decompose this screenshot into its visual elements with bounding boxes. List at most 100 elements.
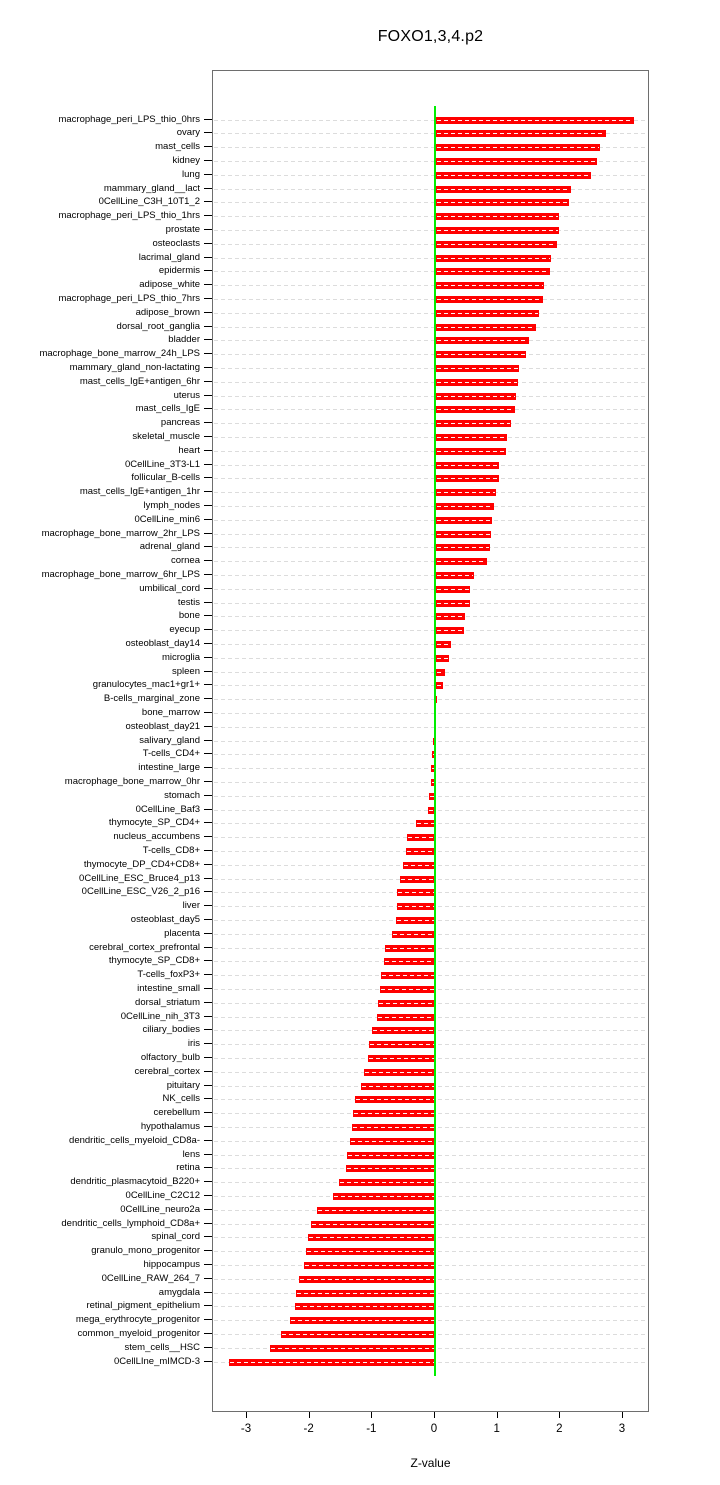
bar-dash-pattern — [437, 464, 499, 466]
bar — [228, 1358, 435, 1366]
category-label: adrenal_gland — [139, 541, 200, 553]
bar-dash-pattern — [437, 119, 634, 121]
category-label: macrophage_bone_marrow_2hr_LPS — [41, 527, 200, 539]
category-tick — [204, 284, 212, 286]
bar-dash-pattern — [437, 574, 473, 576]
category-label: macrophage_bone_marrow_0hr — [64, 775, 200, 787]
category-tick — [204, 325, 212, 327]
bar — [436, 696, 437, 704]
bar-dash-pattern — [437, 174, 591, 176]
bar — [316, 1206, 435, 1214]
bar — [436, 544, 490, 552]
category-label: 0CellLine_ESC_Bruce4_p13 — [79, 872, 200, 884]
bar — [436, 461, 500, 469]
category-label: macrophage_peri_LPS_thio_1hrs — [58, 210, 200, 222]
bar-dash-pattern — [437, 243, 556, 245]
bar — [436, 309, 539, 317]
category-tick — [204, 767, 212, 769]
category-tick — [204, 146, 212, 148]
row-gridline — [214, 119, 647, 121]
category-label: granulo_mono_progenitor — [91, 1245, 200, 1257]
category-label: mega_erythrocyte_progenitor — [75, 1314, 200, 1326]
category-tick — [204, 808, 212, 810]
category-label: bone — [178, 610, 200, 622]
category-label: cerebral_cortex_prefrontal — [89, 941, 200, 953]
bar-dash-pattern — [340, 1182, 434, 1184]
bar — [436, 447, 506, 455]
row-gridline — [214, 229, 647, 231]
category-label: olfactory_bulb — [140, 1051, 200, 1063]
bar-dash-pattern — [392, 933, 434, 935]
category-label: pituitary — [166, 1079, 200, 1091]
bar — [339, 1179, 435, 1187]
category-tick — [204, 863, 212, 865]
bar-dash-pattern — [352, 1126, 434, 1128]
category-label: kidney — [172, 154, 200, 166]
category-label: eyecup — [169, 624, 200, 636]
row-gridline — [214, 436, 647, 438]
category-label: prostate — [165, 223, 200, 235]
category-label: adipose_brown — [135, 306, 200, 318]
category-label: macrophage_bone_marrow_24h_LPS — [39, 348, 200, 360]
category-tick — [204, 132, 212, 134]
row-gridline — [214, 588, 647, 590]
category-tick — [204, 518, 212, 520]
category-label: spleen — [172, 665, 200, 677]
category-tick — [204, 698, 212, 700]
bar-dash-pattern — [309, 1237, 434, 1239]
category-label: spinal_cord — [151, 1231, 200, 1243]
category-tick — [204, 960, 212, 962]
bar-dash-pattern — [437, 395, 515, 397]
category-tick — [204, 366, 212, 368]
category-label: heart — [178, 444, 200, 456]
bar — [436, 599, 470, 607]
bar — [436, 558, 488, 566]
bar — [364, 1068, 435, 1076]
bar-dash-pattern — [437, 450, 505, 452]
row-gridline — [214, 643, 647, 645]
row-gridline — [214, 285, 647, 287]
category-label: osteoblast_day14 — [125, 637, 200, 649]
bar-dash-pattern — [370, 1044, 434, 1046]
bar-dash-pattern — [437, 685, 442, 687]
row-gridline — [214, 381, 647, 383]
category-label: macrophage_peri_LPS_thio_7hrs — [58, 292, 200, 304]
category-label: microglia — [161, 651, 200, 663]
category-label: follicular_B-cells — [131, 472, 200, 484]
x-axis-tick — [245, 1412, 247, 1418]
row-gridline — [214, 685, 647, 687]
category-tick — [204, 408, 212, 410]
bar — [436, 199, 569, 207]
category-tick — [204, 1015, 212, 1017]
x-axis-tick — [622, 1412, 623, 1418]
category-tick — [204, 1167, 212, 1169]
bar-dash-pattern — [317, 1209, 434, 1211]
bar-dash-pattern — [437, 147, 600, 149]
bar — [385, 944, 435, 952]
bar-dash-pattern — [437, 409, 514, 411]
category-label: uterus — [173, 389, 200, 401]
bar-dash-pattern — [365, 1071, 434, 1073]
row-gridline — [214, 561, 647, 563]
category-label: 0CellLIne_mIMCD-3 — [113, 1355, 200, 1367]
bar-dash-pattern — [355, 1099, 434, 1101]
bar — [436, 282, 545, 290]
row-gridline — [214, 174, 647, 176]
category-label: thymocyte_SP_CD4+ — [108, 817, 200, 829]
category-label: common_myeloid_progenitor — [77, 1327, 200, 1339]
x-axis-tick — [559, 1412, 561, 1418]
category-label: liver — [182, 900, 200, 912]
row-gridline — [214, 147, 647, 149]
bar-dash-pattern — [437, 492, 495, 494]
category-label: dendritic_cells_myeloid_CD8a- — [69, 1134, 200, 1146]
bar-dash-pattern — [290, 1320, 434, 1322]
category-tick — [204, 422, 212, 424]
category-tick — [204, 215, 212, 217]
category-tick — [204, 546, 212, 548]
bar-dash-pattern — [377, 1016, 434, 1018]
bar-dash-pattern — [382, 975, 434, 977]
row-gridline — [214, 505, 647, 507]
category-label: NK_cells — [162, 1093, 201, 1105]
bar — [346, 1165, 435, 1173]
category-tick — [204, 1250, 212, 1252]
